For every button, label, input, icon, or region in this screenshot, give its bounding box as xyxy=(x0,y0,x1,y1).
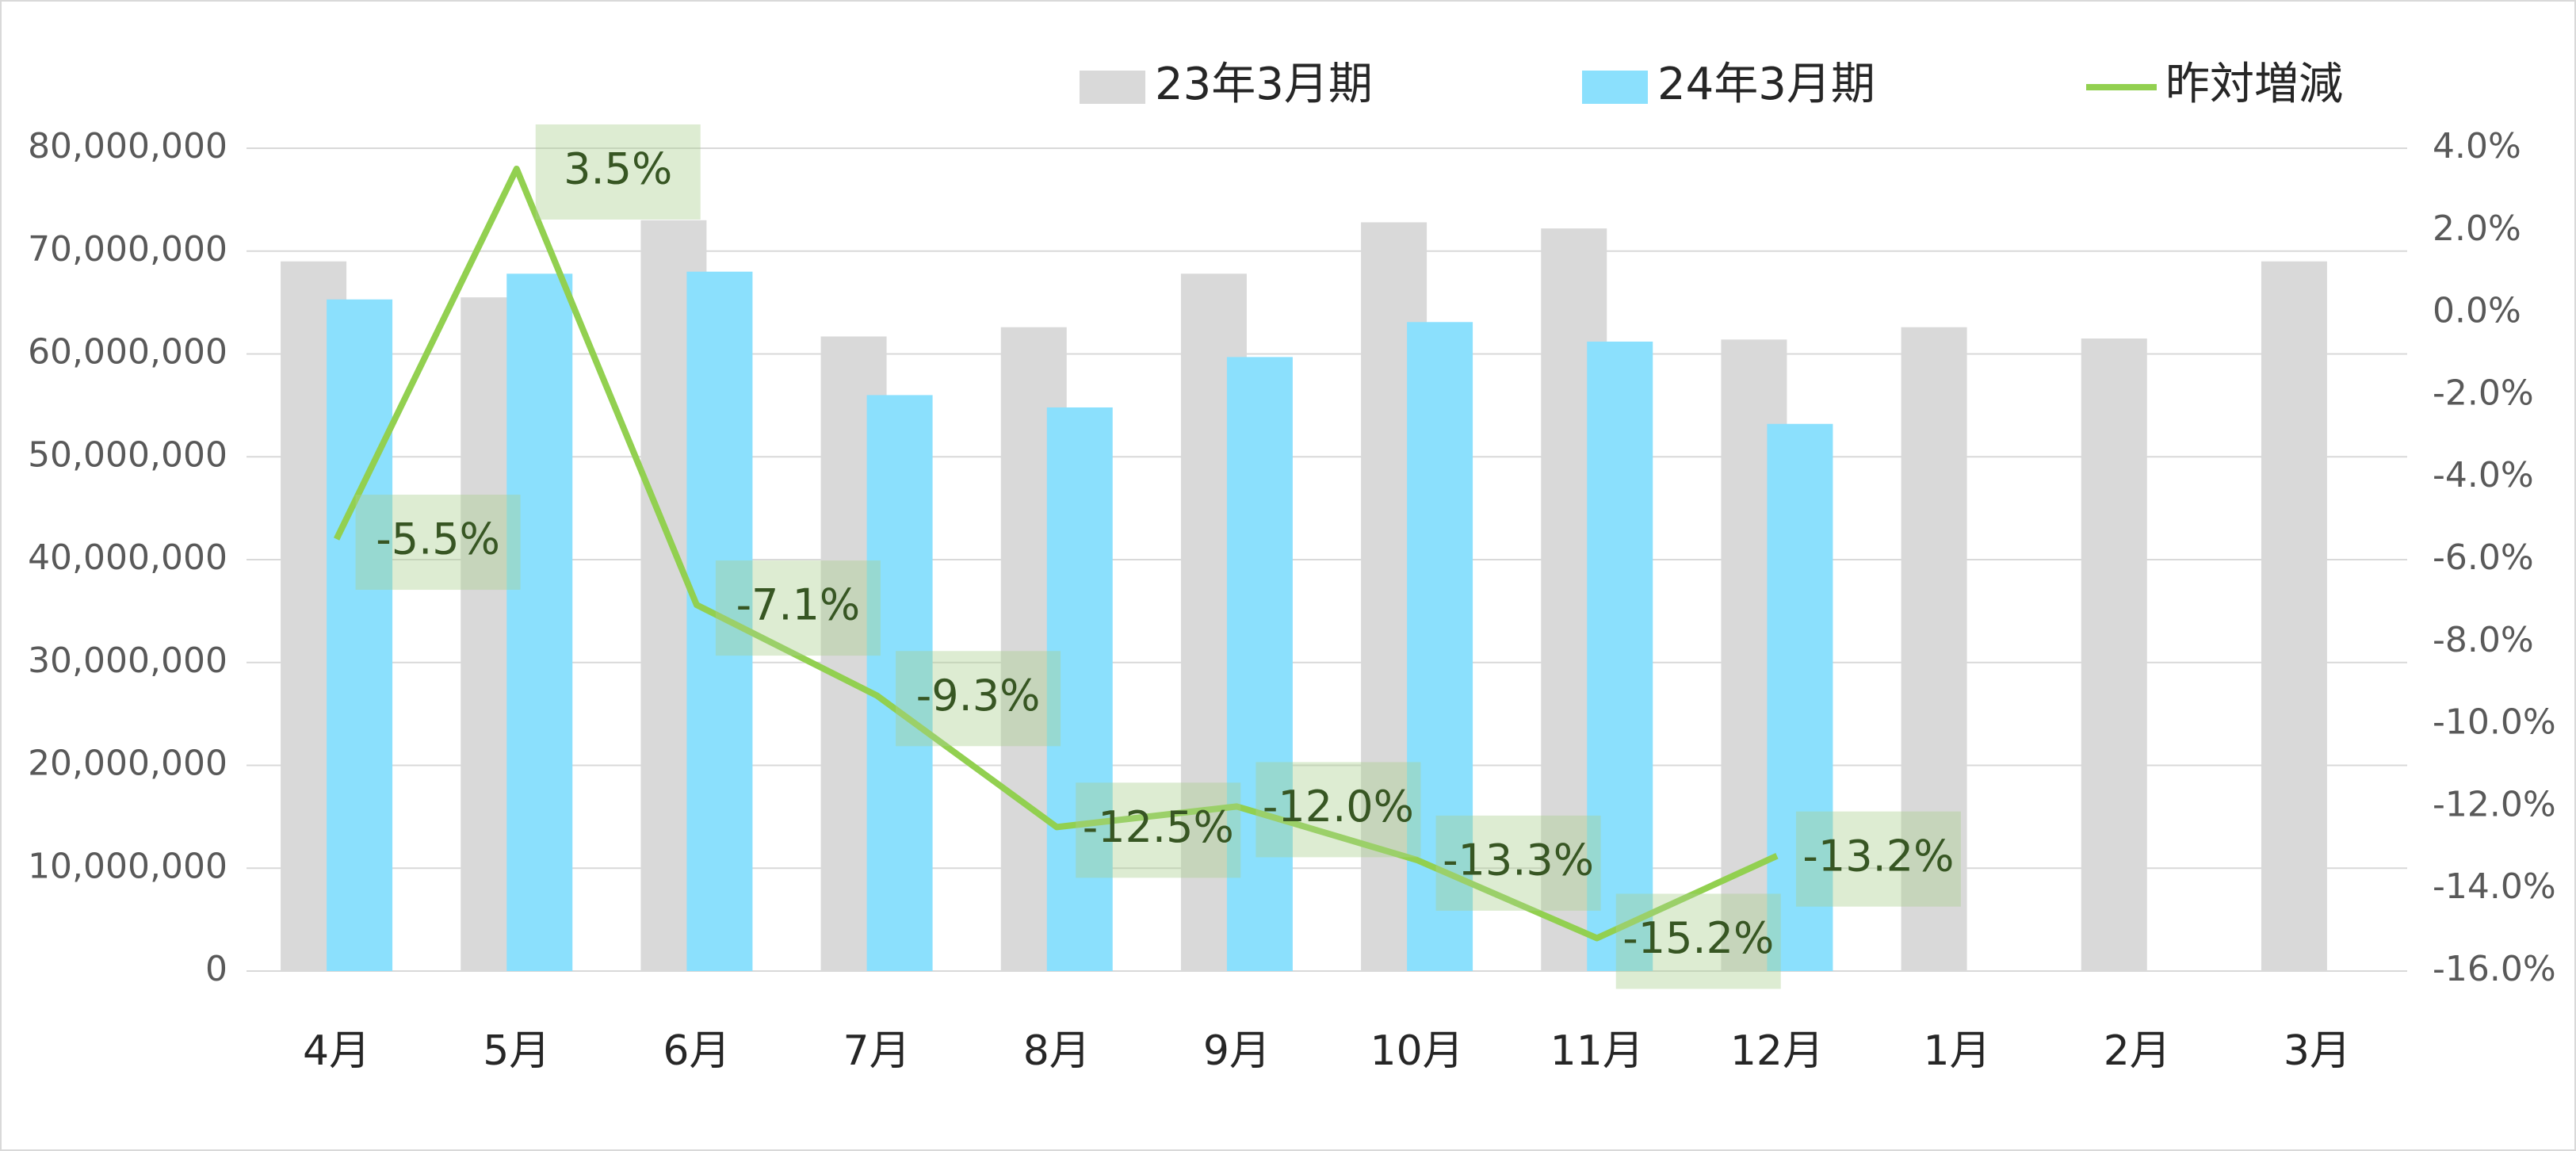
y2-tick-label: -12.0% xyxy=(2433,784,2556,824)
data-label-box xyxy=(355,495,521,591)
y-tick-label: 80,000,000 xyxy=(28,126,227,166)
bar xyxy=(1587,341,1653,971)
y-tick-label: 10,000,000 xyxy=(28,846,227,886)
x-tick-label: 6月 xyxy=(663,1027,730,1075)
bar xyxy=(1901,327,1967,971)
y-tick-label: 60,000,000 xyxy=(28,332,227,373)
data-label-box xyxy=(1795,811,1961,907)
data-label: -12.5% xyxy=(1083,802,1234,852)
line xyxy=(333,165,1779,942)
x-tick-label: 10月 xyxy=(1370,1027,1463,1075)
y2-tick-label: -2.0% xyxy=(2433,373,2534,413)
y2-tick-label: -10.0% xyxy=(2433,702,2556,743)
data-label-box xyxy=(535,124,701,220)
data-label: -5.5% xyxy=(376,514,500,564)
y2-tick-label: -14.0% xyxy=(2433,866,2556,907)
y-tick-label: 30,000,000 xyxy=(28,641,227,681)
legend-swatch xyxy=(1582,71,1648,104)
x-tick-label: 11月 xyxy=(1550,1027,1644,1075)
x-tick-label: 5月 xyxy=(483,1027,550,1075)
bar xyxy=(506,273,573,971)
y-tick-label: 20,000,000 xyxy=(28,744,227,784)
data-label: 3.5% xyxy=(564,144,672,194)
data-label: -15.2% xyxy=(1622,913,1774,963)
legend-label: 24年3月期 xyxy=(1657,59,1875,110)
legend-label: 昨対増減 xyxy=(2165,59,2343,110)
legend-label: 23年3月期 xyxy=(1155,59,1373,110)
y2-tick-label: -8.0% xyxy=(2433,620,2534,660)
y2-tick-label: -6.0% xyxy=(2433,537,2534,578)
y2-tick-label: 2.0% xyxy=(2433,208,2521,249)
data-label-box xyxy=(715,560,881,656)
data-label-box xyxy=(1615,893,1781,989)
bar xyxy=(1046,407,1113,971)
data-label-box xyxy=(1435,815,1601,911)
x-tick-label: 1月 xyxy=(1924,1027,1991,1075)
data-label: -12.0% xyxy=(1263,782,1414,832)
y2-tick-label: 0.0% xyxy=(2433,291,2521,331)
legend-swatch xyxy=(1080,71,1145,104)
y2-tick-label: -4.0% xyxy=(2433,455,2534,495)
bar xyxy=(866,395,933,971)
x-tick-label: 9月 xyxy=(1203,1027,1271,1075)
data-label: -7.1% xyxy=(736,580,861,630)
y-tick-label: 50,000,000 xyxy=(28,434,227,475)
x-tick-label: 8月 xyxy=(1023,1027,1091,1075)
x-tick-label: 12月 xyxy=(1730,1027,1824,1075)
y-tick-label: 70,000,000 xyxy=(28,229,227,270)
data-label: -9.3% xyxy=(916,671,1041,721)
y-tick-label: 0 xyxy=(205,949,227,989)
x-tick-label: 4月 xyxy=(303,1027,370,1075)
bar xyxy=(686,271,753,971)
bar xyxy=(1226,357,1293,972)
data-label: -13.3% xyxy=(1443,836,1594,885)
bar xyxy=(2081,338,2147,972)
data-label-box xyxy=(1076,782,1241,878)
bar xyxy=(2261,261,2327,972)
bar xyxy=(327,299,393,971)
x-tick-label: 2月 xyxy=(2104,1027,2171,1075)
data-label-box xyxy=(1256,762,1421,858)
y2-tick-label: -16.0% xyxy=(2433,949,2556,989)
bar xyxy=(1767,423,1833,971)
data-label: -13.2% xyxy=(1802,831,1954,881)
data-label-box xyxy=(896,651,1061,747)
y2-tick-label: 4.0% xyxy=(2433,126,2521,166)
x-tick-label: 3月 xyxy=(2284,1027,2351,1075)
x-tick-label: 7月 xyxy=(843,1027,911,1075)
y-tick-label: 40,000,000 xyxy=(28,537,227,578)
